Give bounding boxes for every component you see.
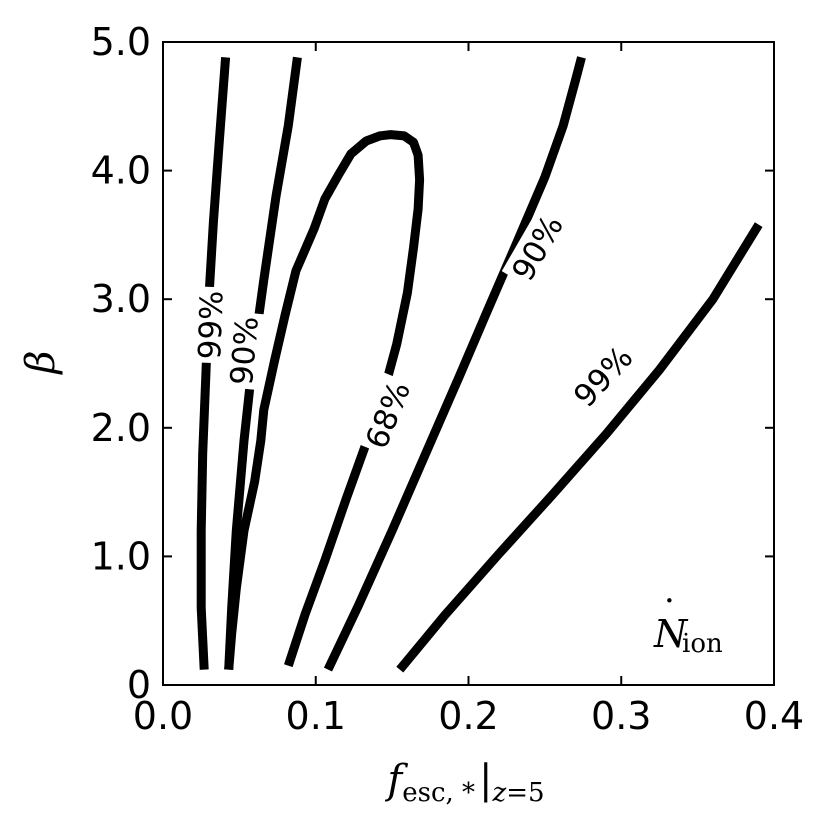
y-tick-label: 1.0 [91,534,151,578]
contour-labels: 68%90%99%90%99% [190,205,643,458]
y-tick-label: 2.0 [91,406,151,450]
x-label-eq: = [506,778,528,808]
x-label-z: z [492,778,507,808]
x-axis-ticks: 0.0 0.1 0.2 0.3 0.4 [133,42,804,738]
ionizing-rate-annotation: N · ion [653,581,723,659]
x-tick-label: 0.3 [591,694,651,738]
contour-label-gap [501,205,573,291]
x-label-bar: | [479,757,492,803]
x-axis-label: fesc, * |z=5 [384,757,544,808]
contour-label-gap [190,286,231,364]
contour-label-gap [355,372,420,458]
y-tick-label: 5.0 [91,20,151,64]
contour-line-4 [396,222,763,673]
contour-label-gap [563,335,643,418]
annotation-symbol: N [653,612,689,656]
x-tick-label: 0.2 [438,694,498,738]
x-label-val: 5 [528,778,545,808]
y-tick-label: 4.0 [91,149,151,193]
contour-label: 99% [192,290,230,360]
x-tick-label: 0.1 [286,694,346,738]
contour-label: 90% [224,315,266,387]
x-tick-label: 0.0 [133,694,193,738]
x-label-sub: esc, * [402,778,475,808]
contour-label-gap [221,311,267,391]
x-tick-label: 0.4 [744,694,804,738]
y-axis-label: β [18,350,64,375]
contour-line-2 [196,57,231,670]
y-tick-label: 0 [127,663,151,707]
y-axis-ticks: 0 1.0 2.0 3.0 4.0 5.0 [91,20,774,707]
annotation-dot: · [664,581,675,621]
contour-line-3 [323,56,586,672]
annotation-sub: ion [682,629,723,659]
y-tick-label: 3.0 [91,277,151,321]
